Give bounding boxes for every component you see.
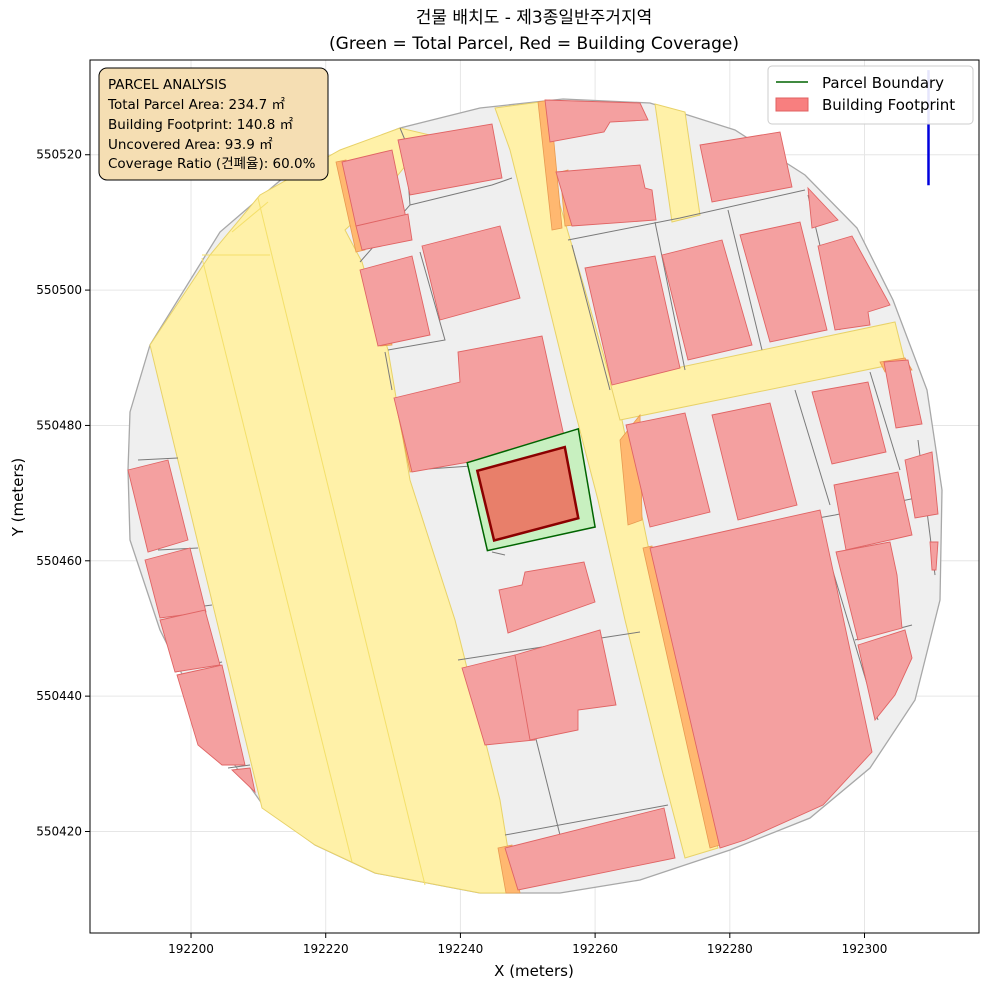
x-tick-label: 192280: [707, 942, 753, 956]
legend-building-label: Building Footprint: [822, 96, 955, 114]
legend: Parcel Boundary Building Footprint: [767, 65, 974, 125]
info-heading: PARCEL ANALYSIS: [108, 77, 227, 93]
y-axis-ticks: 550420 550440 550460 550480 550500 550520: [36, 148, 90, 838]
x-tick-label: 192300: [842, 942, 888, 956]
context-buildings: [127, 99, 939, 891]
subject-building-footprint[interactable]: [475, 445, 580, 543]
roads: [149, 101, 906, 894]
y-tick-label: 550480: [36, 418, 82, 432]
legend-building-swatch: [775, 97, 809, 112]
legend-parcel-label: Parcel Boundary: [822, 74, 944, 92]
info-footprint: Building Footprint: 140.8 ㎡: [108, 117, 294, 133]
info-total-area: Total Parcel Area: 234.7 ㎡: [107, 97, 285, 113]
y-tick-label: 550520: [36, 148, 82, 162]
x-tick-label: 192200: [168, 942, 214, 956]
x-tick-label: 192220: [303, 942, 349, 956]
chart-title-line2: (Green = Total Parcel, Red = Building Co…: [329, 34, 739, 54]
x-axis-ticks: 192200 192220 192240 192260 192280 192300: [168, 933, 887, 956]
y-tick-label: 550500: [36, 283, 82, 297]
info-coverage-ratio: Coverage Ratio (건폐율): 60.0%: [108, 156, 316, 172]
y-tick-label: 550460: [36, 554, 82, 568]
chart-title-line1: 건물 배치도 - 제3종일반주거지역: [416, 8, 652, 28]
info-uncovered: Uncovered Area: 93.9 ㎡: [108, 137, 273, 153]
y-tick-label: 550440: [36, 689, 82, 703]
road-lines: [201, 197, 426, 886]
parcel-analysis-box: PARCEL ANALYSIS Total Parcel Area: 234.7…: [98, 67, 329, 181]
x-axis-label: X (meters): [494, 962, 574, 980]
y-tick-label: 550420: [36, 824, 82, 838]
x-tick-label: 192240: [438, 942, 484, 956]
y-axis-label: Y (meters): [9, 458, 27, 538]
road-north: [654, 103, 701, 223]
x-tick-label: 192260: [572, 942, 618, 956]
map-context: [127, 70, 943, 894]
axes-frame: [89, 59, 980, 934]
